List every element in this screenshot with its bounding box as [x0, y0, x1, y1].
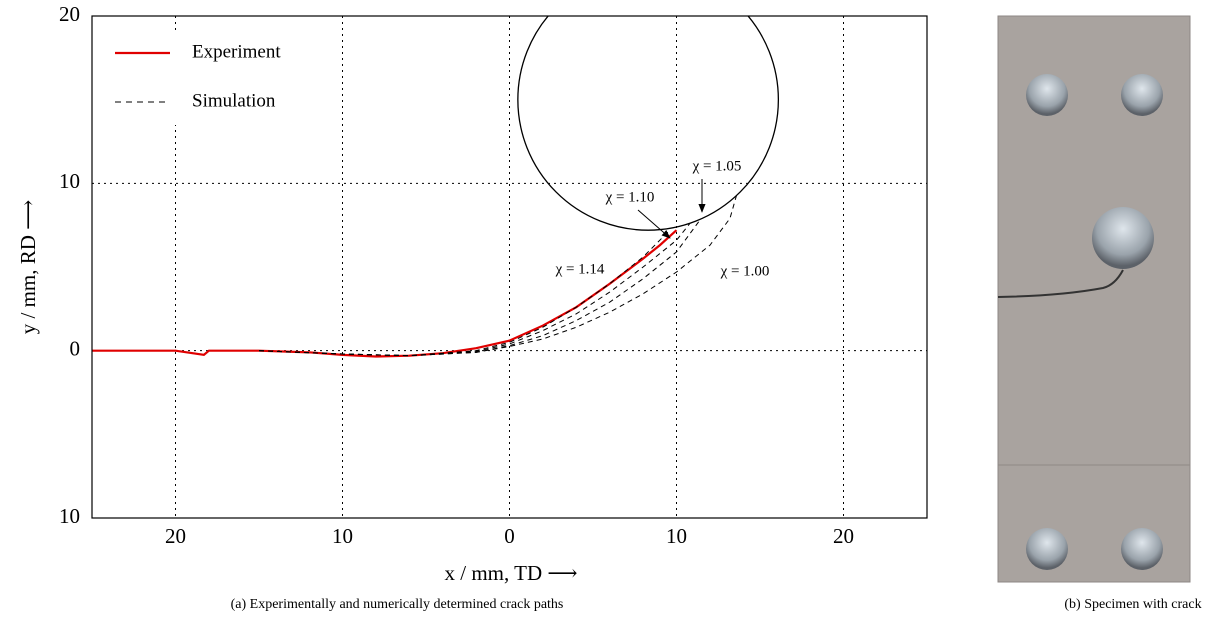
experiment-line	[92, 229, 678, 358]
plot: 20 10 0 10 20 10 0 10 20 Experiment χ = 1.14 χ = 1.…	[16, 2, 928, 585]
y-tick-label: 20	[59, 2, 80, 26]
y-axis-label: y / mm, RD ⟶	[16, 200, 40, 335]
specimen-photo	[997, 15, 1191, 583]
simulation-line	[258, 229, 671, 357]
legend-label: Experiment	[192, 41, 281, 62]
x-tick-label: 20	[165, 524, 186, 548]
curve-label: χ = 1.00	[720, 263, 770, 279]
curve-label: χ = 1.05	[692, 158, 742, 174]
curve-label: χ = 1.10	[605, 189, 655, 205]
x-tick-label: 10	[332, 524, 353, 548]
x-tick-label: 0	[504, 524, 515, 548]
x-tick-label: 20	[833, 524, 854, 548]
y-tick-label: 10	[59, 169, 80, 193]
y-tick-label: 0	[70, 336, 81, 360]
caption: (b) Specimen with crack	[1064, 597, 1201, 612]
plot-content	[92, 16, 779, 358]
simulation-line	[258, 194, 738, 357]
curve-label: χ = 1.14	[555, 261, 605, 277]
annotation-arrow	[637, 209, 671, 239]
circle	[517, 16, 779, 231]
y-tick-label: 10	[59, 504, 80, 528]
x-tick-label: 10	[666, 524, 687, 548]
simulation-line	[258, 223, 691, 357]
simulation-line	[258, 219, 701, 357]
x-axis-label: x / mm, TD ⟶	[445, 561, 578, 585]
plot-frame	[91, 15, 928, 519]
caption: (a) Experimentally and numerically deter…	[231, 597, 564, 612]
legend-label: Simulation	[192, 90, 276, 111]
legend-background	[100, 30, 330, 125]
